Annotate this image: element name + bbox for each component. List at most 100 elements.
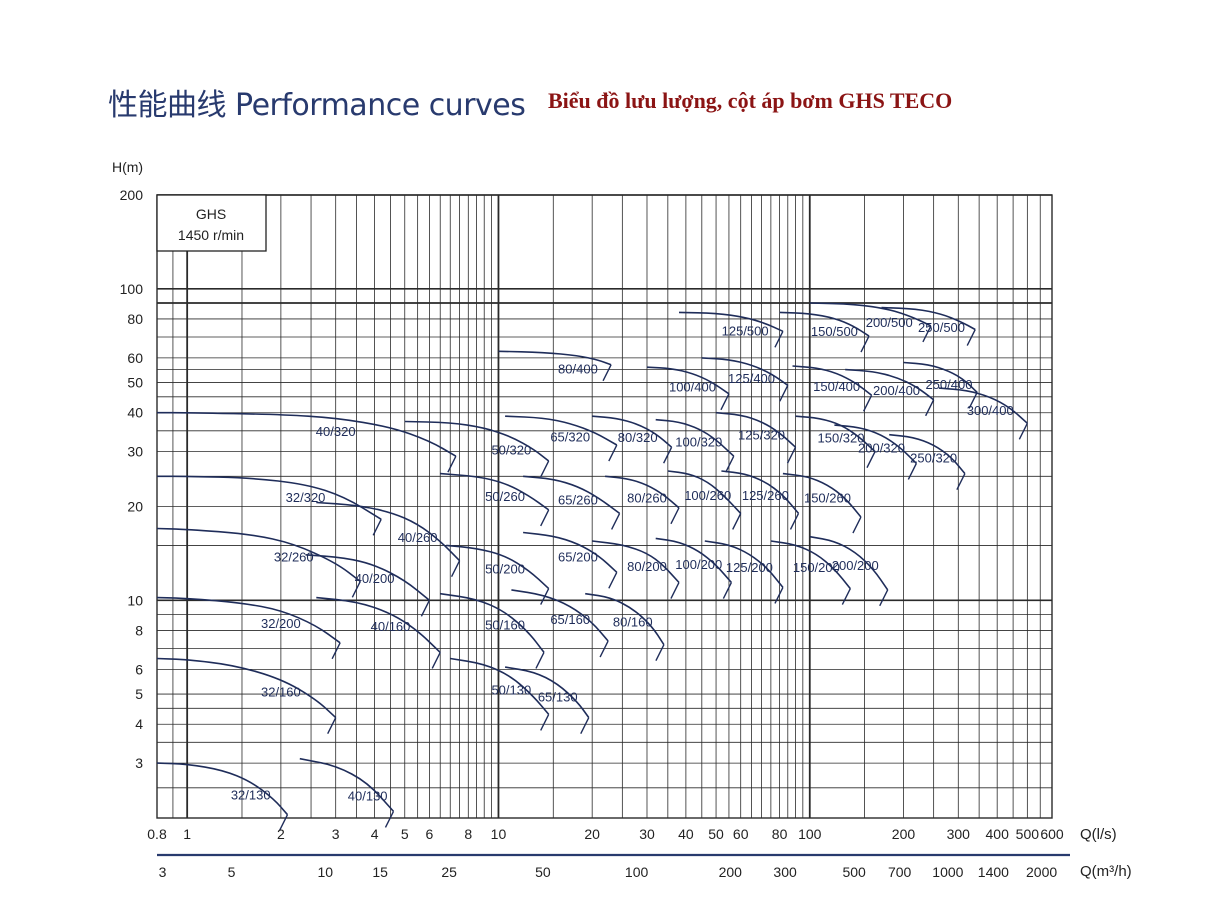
curve-65-130: [504, 666, 590, 719]
curve-end-125-200: [774, 587, 784, 604]
x2-tick-label: 100: [625, 864, 649, 880]
x-tick-label: 4: [371, 826, 379, 842]
curve-label: 65/200: [558, 550, 598, 565]
curve-label: 100/200: [675, 557, 722, 572]
curve-label: 40/320: [316, 424, 356, 439]
curve-label: 250/500: [918, 320, 965, 335]
curve-end-150-200: [841, 588, 851, 605]
y-tick-label: 10: [127, 592, 143, 608]
y-tick-label: 50: [127, 375, 143, 391]
curve-200-320: [834, 424, 917, 464]
curve-label: 65/320: [550, 429, 590, 444]
y-axis-label: H(m): [112, 159, 143, 175]
x-tick-label: 3: [332, 826, 340, 842]
curve-50-160: [440, 592, 545, 653]
curve-300-400: [938, 387, 1028, 424]
curve-80-260: [605, 475, 680, 509]
curve-label: 40/130: [348, 789, 388, 804]
curve-label: 80/160: [613, 615, 653, 630]
curve-label: 80/200: [627, 559, 667, 574]
curve-100-260: [667, 470, 742, 514]
curve-250-320: [889, 433, 966, 475]
curve-100-320: [655, 418, 735, 457]
curve-150-200: [770, 540, 851, 590]
curve-end-50-320: [540, 460, 550, 478]
curve-label: 125/200: [726, 560, 773, 575]
curve-50-130: [450, 657, 550, 715]
curve-label: 200/500: [866, 315, 913, 330]
x-tick-label: 0.8: [147, 826, 167, 842]
curve-label: 65/260: [558, 492, 598, 507]
x2-tick-label: 500: [842, 864, 866, 880]
x-tick-label: 30: [639, 826, 655, 842]
curve-label: 200/200: [832, 558, 879, 573]
x2-tick-label: 10: [318, 864, 334, 880]
curve-labels: 32/130 32/160 32/200 32/260 32/320 40/320 40/2…: [231, 315, 1014, 803]
x-tick-label: 80: [772, 826, 788, 842]
x-tick-label: 400: [986, 826, 1010, 842]
title-english: Performance curves: [235, 88, 526, 123]
curve-50-200: [446, 544, 550, 590]
curve-40-130: [299, 757, 395, 812]
x2-tick-label: 1400: [978, 864, 1009, 880]
curve-end-65-200: [608, 571, 618, 589]
curve-end-32-200: [331, 642, 341, 660]
y-tick-label: 200: [120, 187, 144, 203]
curve-label: 32/260: [274, 550, 314, 565]
curve-label: 250/400: [925, 377, 972, 392]
x-tick-label: 40: [678, 826, 694, 842]
curve-end-50-130: [540, 714, 550, 731]
curve-80-160: [585, 592, 665, 646]
x2-tick-label: 300: [773, 864, 797, 880]
curve-end-80-400: [602, 364, 612, 382]
curve-end-65-320: [608, 444, 618, 462]
curve-end-125-500: [774, 331, 784, 348]
y-tick-label: 80: [127, 311, 143, 327]
curve-label: 50/200: [485, 562, 525, 577]
y-tick-label: 30: [127, 444, 143, 460]
curve-label: 32/200: [261, 616, 301, 631]
x-tick-label: 500: [1016, 826, 1040, 842]
curve-end-250-500: [966, 329, 976, 346]
curve-end-40-160: [431, 652, 441, 669]
curve-end-40-130: [384, 811, 395, 828]
curve-end-125-260: [789, 513, 800, 530]
curve-100-200: [655, 537, 733, 584]
curve-32-200: [156, 596, 341, 644]
curve-label: 150/320: [818, 431, 865, 446]
x-tick-label: 5: [401, 826, 409, 842]
x2-tick-label: 50: [535, 864, 551, 880]
x-tick-label: 20: [584, 826, 600, 842]
x2-tick-label: 2000: [1026, 864, 1057, 880]
curve-80-200: [592, 540, 680, 584]
curve-end-100-400: [720, 393, 730, 411]
curve-100-400: [646, 366, 730, 395]
curve-label: 32/160: [261, 685, 301, 700]
curve-125-400: [701, 357, 789, 386]
x-tick-label: 600: [1040, 826, 1064, 842]
curve-end-50-260: [540, 509, 550, 527]
curve-label: 100/320: [675, 434, 722, 449]
curve-label: 150/200: [793, 560, 840, 575]
curve-label: 80/400: [558, 362, 598, 377]
curve-50-320: [404, 420, 550, 462]
curve-200-200: [809, 535, 889, 591]
x2-tick-label: 25: [441, 864, 457, 880]
curve-end-65-160: [599, 640, 609, 658]
curve-150-320: [795, 415, 876, 453]
curve-end-40-320: [447, 455, 457, 473]
curve-label: 150/400: [813, 379, 860, 394]
y-tick-label: 3: [135, 755, 143, 771]
y-tick-label: 5: [135, 686, 143, 702]
curve-end-125-320: [786, 446, 797, 464]
x-tick-label: 100: [798, 826, 822, 842]
x2-tick-label: 15: [372, 864, 388, 880]
curve-end-40-200: [420, 599, 431, 617]
curve-150-500: [779, 311, 870, 337]
curve-end-100-260: [732, 513, 742, 530]
curve-end-100-200: [722, 582, 733, 599]
curve-end-250-400: [968, 392, 978, 409]
y-tick-label: 6: [135, 661, 143, 677]
curve-end-300-400: [1018, 422, 1028, 440]
curve-150-260: [782, 472, 862, 518]
